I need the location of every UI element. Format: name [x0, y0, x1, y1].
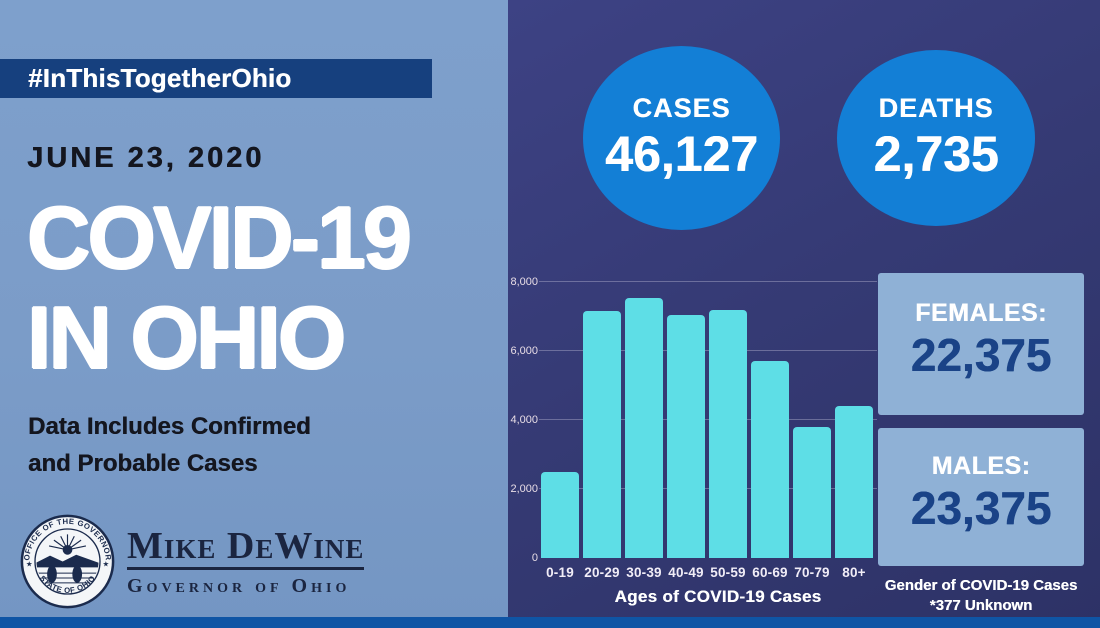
males-stat-box: MALES: 23,375: [878, 428, 1084, 566]
date-heading: JUNE 23, 2020: [27, 142, 265, 174]
females-label: FEMALES:: [915, 298, 1047, 327]
x-tick-label: 80+: [842, 565, 866, 580]
chart-bar-60-69: [751, 361, 789, 558]
hashtag-banner: #InThisTogetherOhio: [0, 59, 432, 98]
y-tick-label: 6,000: [510, 345, 538, 357]
seal-star-left-icon: ★: [26, 559, 33, 568]
left-panel: #InThisTogetherOhio JUNE 23, 2020 COVID-…: [0, 0, 508, 628]
gender-caption-line1: Gender of COVID-19 Cases: [884, 577, 1078, 594]
grid-line: [539, 419, 877, 420]
females-value: 22,375: [910, 328, 1052, 381]
chart-bar-40-49: [667, 314, 705, 558]
gender-caption-line2: *377 Unknown: [929, 597, 1033, 614]
age-chart-plot: 0-19 20-29 30-39 40-49 50-59 60-69 70-79 80+: [539, 281, 877, 580]
page-title-line1: COVID-19: [27, 188, 412, 287]
males-label: MALES:: [931, 451, 1031, 480]
cases-stat-circle: CASES 46,127: [583, 46, 780, 230]
subtitle: Data Includes Confirmed and Probable Cas…: [28, 408, 311, 482]
x-tick-label: 20-29: [584, 565, 620, 580]
governor-title: Governor of Ohio: [127, 574, 351, 597]
deaths-stat-circle: DEATHS 2,735: [837, 50, 1035, 226]
cases-label: CASES: [632, 93, 731, 123]
x-tick-label: 40-49: [668, 565, 704, 580]
hashtag-text: #InThisTogetherOhio: [28, 63, 292, 93]
chart-bar-30-39: [625, 297, 663, 558]
grid-line: [539, 488, 877, 489]
x-tick-label: 70-79: [794, 565, 830, 580]
grid-line: [539, 350, 877, 351]
seal-star-right-icon: ★: [103, 559, 110, 568]
y-tick-label: 2,000: [510, 483, 538, 495]
page-title-line2: IN OHIO: [27, 288, 346, 387]
chart-bar-20-29: [583, 311, 621, 558]
ohio-governor-seal-icon: OFFICE OF THE GOVERNOR STATE OF OHIO ★ ★: [20, 514, 115, 609]
age-chart-y-axis: 0 2,000 4,000 6,000 8,000: [510, 276, 538, 564]
cases-value: 46,127: [605, 126, 758, 182]
page-title: COVID-19 IN OHIO: [27, 188, 412, 388]
deaths-value: 2,735: [873, 126, 999, 182]
y-tick-label: 8,000: [510, 276, 538, 288]
gender-caption: Gender of COVID-19 Cases *377 Unknown: [870, 576, 1092, 616]
females-stat-box: FEMALES: 22,375: [878, 273, 1084, 415]
subtitle-line1: Data Includes Confirmed: [28, 413, 311, 440]
x-tick-label: 30-39: [626, 565, 662, 580]
subtitle-line2: and Probable Cases: [28, 450, 258, 477]
chart-bar-0-19: [541, 471, 579, 558]
y-tick-label: 4,000: [510, 414, 538, 426]
grid-line: [539, 281, 877, 282]
chart-bar-70-79: [793, 426, 831, 558]
y-tick-label: 0: [531, 552, 538, 564]
governor-name-block: Mike DeWine Governor of Ohio: [127, 526, 365, 598]
age-chart-title: Ages of COVID-19 Cases: [614, 587, 822, 606]
x-tick-label: 50-59: [710, 565, 746, 580]
x-tick-label: 60-69: [752, 565, 788, 580]
governor-signature-block: OFFICE OF THE GOVERNOR STATE OF OHIO ★ ★: [19, 513, 365, 610]
x-tick-label: 0-19: [546, 565, 574, 580]
bottom-accent-stripe: [0, 617, 1100, 628]
right-panel: CASES 46,127 DEATHS 2,735 0 2,000 4,000 6,0…: [508, 0, 1100, 628]
seal-landscape-art: [36, 534, 99, 584]
males-value: 23,375: [910, 481, 1052, 534]
chart-bar-80+: [835, 406, 873, 558]
governor-name: Mike DeWine: [127, 526, 365, 570]
chart-bar-50-59: [709, 309, 747, 558]
deaths-label: DEATHS: [878, 93, 994, 123]
